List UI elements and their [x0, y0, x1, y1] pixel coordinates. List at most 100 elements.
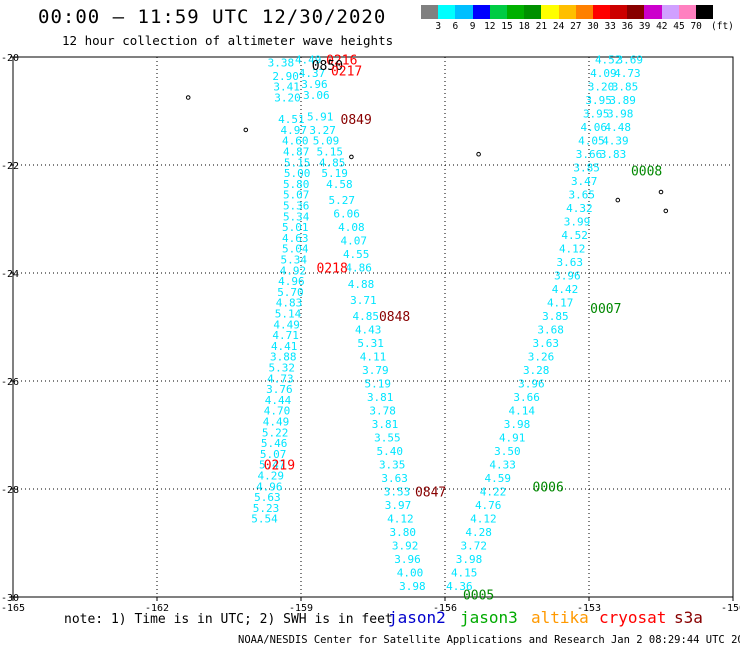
colorbar-tick-labels: 3 6 9 12 15 18 21 24 27 30 33 36 39 42 45 70	[421, 21, 740, 33]
wave-height-value: 4.52	[595, 54, 622, 67]
colorbar-swatch	[678, 5, 696, 19]
wave-height-value: 3.99	[564, 216, 591, 229]
wave-height-value: 4.70	[264, 405, 291, 418]
colorbar-tick-label: 27	[570, 21, 582, 32]
pass-time-label: 0218	[317, 262, 348, 277]
wave-height-value: 4.97	[281, 124, 308, 137]
wave-height-value: 4.92	[280, 264, 307, 277]
wave-height-value: 4.12	[387, 513, 414, 526]
wave-height-value: 4.39	[602, 135, 629, 148]
wave-height-value: 4.12	[559, 243, 586, 256]
wave-height-value: 4.33	[489, 459, 516, 472]
pass-time-label: 0850	[312, 59, 343, 74]
wave-height-value: 3.85	[612, 81, 639, 94]
wave-height-value: 4.58	[326, 178, 353, 191]
wave-height-value: 5.54	[251, 513, 278, 526]
wave-height-value: 4.87	[283, 146, 310, 159]
island-marker	[663, 208, 669, 214]
wave-height-value: 5.36	[283, 200, 310, 213]
wave-height-value: 3.98	[399, 580, 426, 593]
wave-height-value: 3.69	[617, 54, 644, 67]
colorbar-swatch	[541, 5, 559, 19]
wave-height-value: 4.15	[451, 567, 478, 580]
wave-height-value: 3.47	[571, 175, 598, 188]
wave-height-value: 4.52	[561, 229, 588, 242]
wave-height-value: 3.85	[573, 162, 600, 175]
wave-height-value: 4.96	[278, 275, 305, 288]
colorbar-tick-label: 3	[435, 21, 442, 32]
x-tick-label: -162	[145, 603, 169, 614]
wave-height-colorbar	[421, 5, 714, 19]
wave-height-value: 3.80	[390, 526, 417, 539]
wave-height-value: 4.85	[319, 156, 346, 169]
colorbar-swatch	[524, 5, 542, 19]
wave-height-value: 5.80	[283, 178, 310, 191]
wave-height-value: 3.35	[379, 459, 406, 472]
colorbar-tick-label: 21	[535, 21, 548, 32]
wave-height-value: 4.07	[341, 235, 368, 248]
wave-height-value: 5.34	[281, 254, 308, 267]
pass-time-label: 0219	[264, 459, 295, 474]
colorbar-tick-label: 24	[552, 21, 565, 32]
pass-time-label: 0848	[379, 310, 410, 325]
y-tick-label: -26	[1, 377, 19, 388]
wave-height-value: 4.41	[271, 340, 298, 353]
wave-height-value: 5.19	[321, 167, 348, 180]
wave-height-value: 4.12	[470, 513, 497, 526]
colorbar-tick-label: 15	[501, 21, 513, 32]
wave-height-value: 4.73	[267, 372, 294, 385]
wave-height-value: 4.49	[273, 318, 300, 331]
wave-height-value: 5.04	[282, 243, 309, 256]
wave-height-value: 4.05	[578, 135, 605, 148]
colorbar-swatch	[506, 5, 525, 19]
wave-height-value: 5.01	[282, 221, 309, 234]
wave-height-value: 3.50	[494, 445, 521, 458]
wave-height-value: 3.96	[554, 270, 581, 283]
colorbar-tick-label: 36	[621, 21, 634, 32]
y-tick-label: -30	[1, 593, 19, 604]
wave-height-value: 5.14	[275, 308, 302, 321]
wave-height-value: 3.20	[588, 81, 615, 94]
colorbar-tick-label: 39	[638, 21, 651, 32]
colorbar-swatch	[610, 5, 628, 19]
colorbar-tick-label: 33	[604, 21, 616, 32]
wave-height-value: 4.83	[276, 297, 303, 310]
colorbar-swatch	[421, 5, 439, 19]
wave-height-value: 4.96	[256, 480, 283, 493]
wave-height-value: 4.44	[265, 394, 292, 407]
wave-height-value: 4.43	[355, 324, 382, 337]
wave-height-value: 3.63	[533, 337, 560, 350]
colorbar-swatch	[438, 5, 456, 19]
wave-height-value: 4.17	[547, 297, 574, 310]
wave-height-value: 5.91	[307, 110, 334, 123]
wave-height-value: 4.86	[345, 262, 372, 275]
wave-height-value: 5.70	[277, 286, 304, 299]
wave-height-value: 3.95	[583, 108, 610, 121]
wave-height-value: 3.76	[266, 383, 293, 396]
wave-height-value: 4.09	[590, 67, 617, 80]
wave-height-value: 5.34	[283, 210, 310, 223]
wave-height-value: 3.92	[392, 540, 419, 553]
wave-height-value: 4.11	[360, 351, 387, 364]
wave-height-value: 4.63	[282, 232, 309, 245]
wave-height-value: 5.63	[254, 491, 281, 504]
pass-time-label: 0849	[341, 113, 372, 128]
wave-height-value: 4.59	[485, 472, 512, 485]
wave-height-value: 4.60	[282, 135, 309, 148]
wave-height-value: 5.15	[284, 156, 311, 169]
wave-height-value: 4.06	[581, 121, 608, 134]
wave-height-value: 3.85	[542, 310, 569, 323]
colorbar-swatch	[661, 5, 679, 19]
wave-height-value: 3.28	[523, 364, 550, 377]
island-marker	[476, 151, 481, 157]
wave-height-value: 3.81	[372, 418, 399, 431]
wave-height-value: 3.66	[576, 148, 603, 161]
wave-height-value: 4.14	[509, 405, 536, 418]
colorbar-swatch	[575, 5, 593, 19]
wave-height-value: 3.89	[609, 94, 636, 107]
pass-time-label: 0005	[463, 588, 494, 603]
colorbar-swatch	[558, 5, 576, 19]
pass-time-label: 0008	[631, 164, 662, 179]
wave-height-value: 3.98	[456, 553, 483, 566]
